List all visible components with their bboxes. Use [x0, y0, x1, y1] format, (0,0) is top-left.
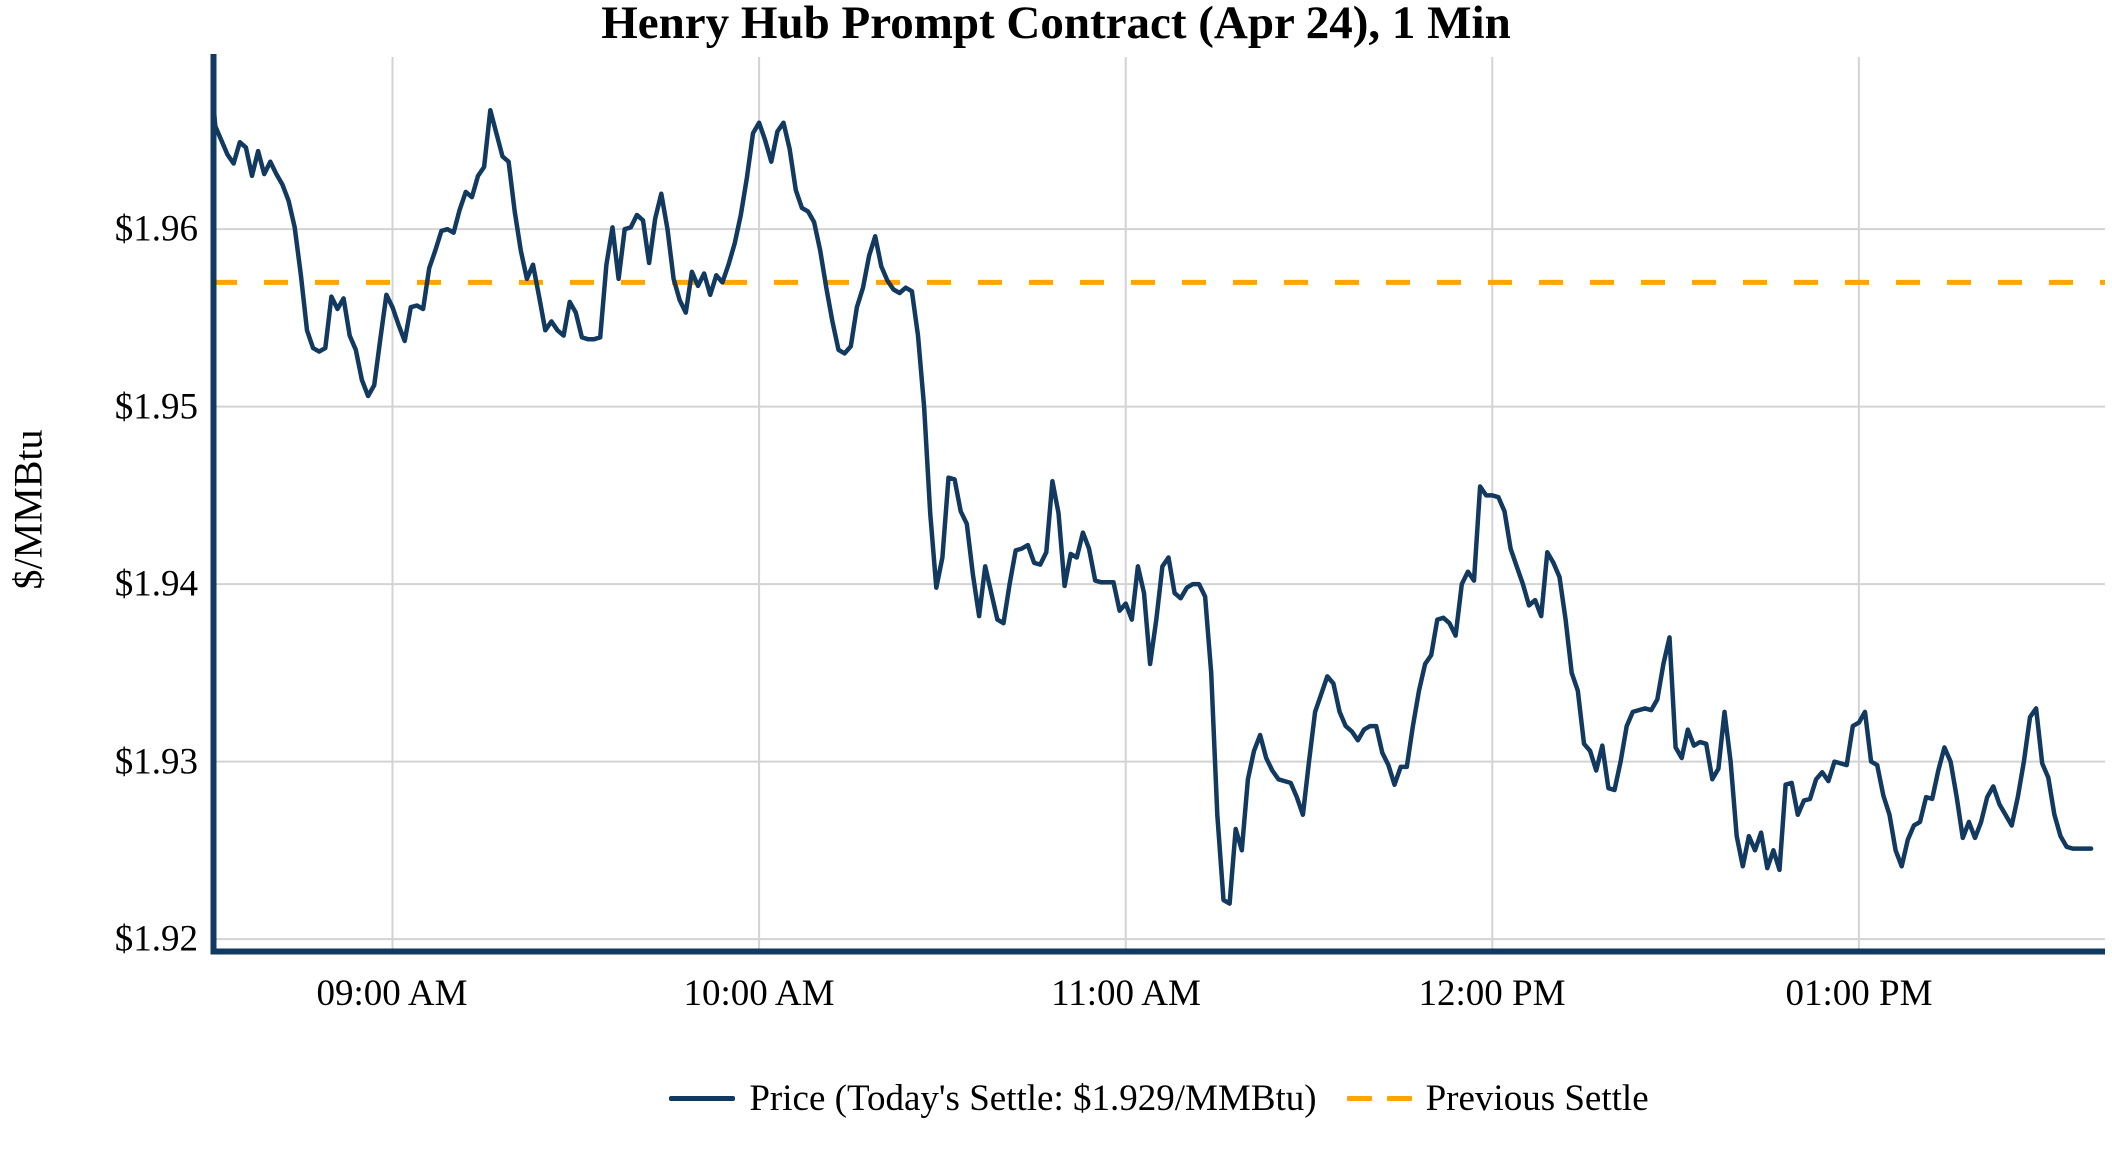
- price-line-swatch: [669, 1095, 736, 1101]
- y-tick-1.93: $1.93: [114, 741, 198, 783]
- y-tick-1.96: $1.96: [114, 208, 198, 250]
- chart-title: Henry Hub Prompt Contract (Apr 24), 1 Mi…: [601, 0, 1511, 49]
- x-tick-0900: 09:00 AM: [316, 973, 468, 1014]
- legend-previous-settle-label: Previous Settle: [1425, 1077, 1649, 1119]
- price-line: [213, 74, 2094, 906]
- x-tick-1300: 01:00 PM: [1785, 973, 1933, 1014]
- gridlines: [213, 57, 2105, 952]
- axis-spines: [210, 54, 2105, 955]
- x-tick-1100: 11:00 AM: [1051, 973, 1201, 1014]
- x-tick-1000: 10:00 AM: [683, 973, 835, 1014]
- previous-settle-dash-icon: [1346, 1095, 1372, 1101]
- legend-price-label: Price (Today's Settle: $1.929/MMBtu): [749, 1077, 1317, 1119]
- chart-legend: Price (Today's Settle: $1.929/MMBtu) Pre…: [213, 1072, 2105, 1124]
- y-tick-1.92: $1.92: [114, 918, 198, 960]
- previous-settle-swatch: [1346, 1095, 1412, 1101]
- y-tick-1.94: $1.94: [114, 563, 198, 605]
- x-tick-1200: 12:00 PM: [1418, 973, 1566, 1014]
- y-tick-1.95: $1.95: [114, 386, 198, 428]
- previous-settle-dash-icon: [1386, 1095, 1412, 1101]
